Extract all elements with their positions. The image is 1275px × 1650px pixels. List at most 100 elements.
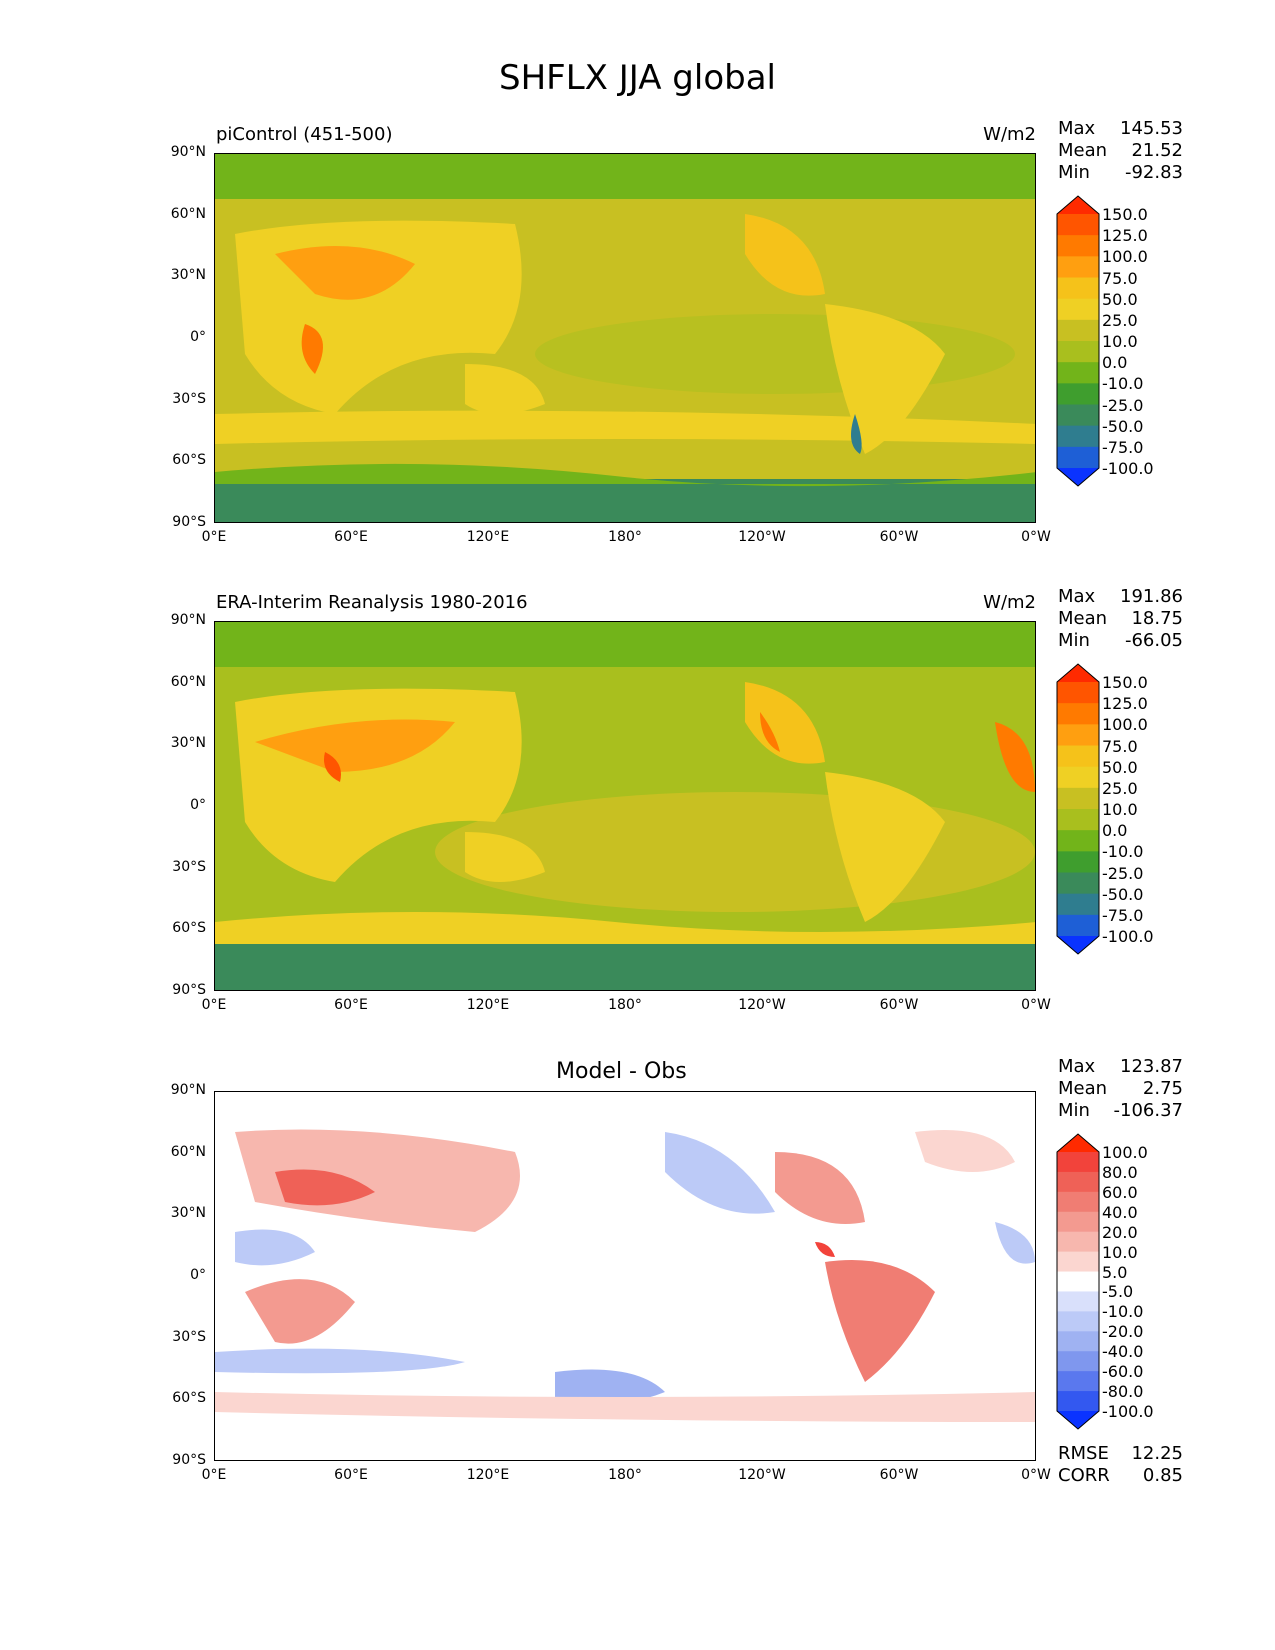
colorbar-segment <box>1057 809 1099 831</box>
panel-3-footer: RMSE 12.25 CORR 0.85 <box>1058 1443 1183 1487</box>
colorbar-tick-label: 125.0 <box>1102 226 1148 246</box>
colorbar-segment <box>1057 703 1099 725</box>
lat-tick-label: 30°N <box>170 1205 206 1222</box>
colorbar-tick-label: -10.0 <box>1102 1302 1144 1322</box>
panel-2-units: W/m2 <box>983 592 1036 613</box>
colorbar-segment <box>1057 682 1099 704</box>
colorbar-segment <box>1057 404 1099 427</box>
stat-mean: 21.52 <box>1131 140 1183 161</box>
lon-tick-label: 120°W <box>738 1467 786 1483</box>
lon-tick-label: 60°E <box>334 1467 368 1483</box>
colorbar-segment <box>1057 1391 1099 1412</box>
colorbar-tick-label: -10.0 <box>1102 374 1144 394</box>
map-picontrol-field <box>215 154 1035 522</box>
map-model-minus-obs <box>214 1091 1036 1461</box>
colorbar-tick-label: 100.0 <box>1102 715 1148 735</box>
colorbar-segment <box>1057 1191 1099 1213</box>
colorbar-tick-label: 25.0 <box>1102 778 1138 798</box>
colorbar-tick-label: 25.0 <box>1102 310 1138 330</box>
lat-tick-label: 90°N <box>170 612 206 628</box>
stat-label: Min <box>1058 1100 1090 1121</box>
stat-min: -106.37 <box>1113 1100 1183 1121</box>
map-model-minus-obs-field <box>215 1092 1035 1460</box>
colorbar-tick-label: -20.0 <box>1102 1322 1144 1342</box>
colorbar-tick-label: -50.0 <box>1102 884 1144 904</box>
panel-2-stats: Max 191.86 Mean 18.75 Min -66.05 <box>1058 586 1183 652</box>
lat-tick-label: 90°N <box>170 144 206 160</box>
colorbar-tick-label: -5.0 <box>1102 1282 1134 1302</box>
stat-mean: 18.75 <box>1131 608 1183 629</box>
lat-tick-label: 60°S <box>172 452 206 469</box>
colorbar-segment <box>1057 1171 1099 1193</box>
rmse-value: 12.25 <box>1131 1443 1183 1464</box>
lon-tick-label: 0°W <box>1021 1467 1051 1483</box>
colorbar-tick-label: 75.0 <box>1102 268 1138 288</box>
lat-tick-label: 60°S <box>172 920 206 937</box>
colorbar-segment <box>1057 745 1099 768</box>
colorbar-extend-min <box>1057 1411 1099 1429</box>
colorbar-tick-label: -25.0 <box>1102 863 1144 883</box>
colorbar-tick-label: -80.0 <box>1102 1382 1144 1402</box>
stat-label: Max <box>1058 586 1096 607</box>
stat-label: Min <box>1058 162 1090 183</box>
lon-tick-label: 60°W <box>879 997 919 1013</box>
colorbar-tick-label: 50.0 <box>1102 757 1138 777</box>
panel-3-stats: Max 123.87 Mean 2.75 Min -106.37 <box>1058 1056 1183 1122</box>
colorbar-tick-label: -10.0 <box>1102 842 1144 862</box>
map-era-interim-field <box>215 622 1035 990</box>
lat-tick-label: 90°S <box>172 982 206 998</box>
stat-max: 191.86 <box>1120 586 1183 607</box>
panel-3-title: Model - Obs <box>556 1059 687 1084</box>
colorbar-segment <box>1057 872 1099 895</box>
lat-tick-label: 90°N <box>170 1082 206 1098</box>
colorbar-segment <box>1057 830 1099 852</box>
colorbar-tick-label: 60.0 <box>1102 1182 1138 1202</box>
panel-1-title: piControl (451-500) <box>216 124 393 145</box>
colorbar-segment <box>1057 383 1099 405</box>
colorbar-segment <box>1057 1291 1099 1312</box>
colorbar-segment <box>1057 1331 1099 1352</box>
panel-1-stats: Max 145.53 Mean 21.52 Min -92.83 <box>1058 118 1183 184</box>
lat-tick-label: 0° <box>190 1267 206 1283</box>
colorbar-segment <box>1057 1251 1099 1273</box>
colorbar-segment <box>1057 1351 1099 1372</box>
colorbar-tick-label: 150.0 <box>1102 205 1148 224</box>
colorbar-segment <box>1057 1152 1099 1173</box>
colorbar-tick-label: -60.0 <box>1102 1362 1144 1382</box>
colorbar-segment <box>1057 362 1099 384</box>
colorbar-tick-label: 50.0 <box>1102 289 1138 309</box>
colorbar <box>1056 1133 1100 1430</box>
colorbar-segment <box>1057 766 1099 789</box>
lat-tick-label: 30°S <box>172 858 206 875</box>
lon-tick-label: 60°E <box>334 997 368 1013</box>
colorbar-tick-label: 20.0 <box>1102 1222 1138 1242</box>
colorbar-tick-label: 0.0 <box>1102 821 1128 841</box>
colorbar-segment <box>1057 1231 1099 1253</box>
colorbar-tick-label: -100.0 <box>1102 927 1154 946</box>
colorbar-segment <box>1057 914 1099 937</box>
colorbar-segment <box>1057 1311 1099 1332</box>
stat-min: -66.05 <box>1124 630 1183 651</box>
stat-mean: 2.75 <box>1142 1078 1183 1099</box>
colorbar-tick-label: 0.0 <box>1102 353 1128 373</box>
colorbar-segment <box>1057 277 1099 300</box>
colorbar-tick-label: 10.0 <box>1102 800 1138 819</box>
lat-tick-label: 30°N <box>170 735 206 752</box>
figure-title: SHFLX JJA global <box>499 58 776 98</box>
colorbar-segment <box>1057 319 1099 342</box>
lon-tick-label: 0°W <box>1021 997 1051 1013</box>
lat-tick-label: 30°N <box>170 267 206 284</box>
colorbar-segment <box>1057 1271 1099 1292</box>
lon-tick-label: 180° <box>608 997 642 1013</box>
colorbar-tick-label: 10.0 <box>1102 1242 1138 1262</box>
colorbar-tick-label: -100.0 <box>1102 1402 1154 1421</box>
colorbar-extend-min <box>1057 468 1099 486</box>
stat-label: Mean <box>1058 140 1108 161</box>
lon-tick-label: 180° <box>608 529 642 545</box>
panel-2-title: ERA-Interim Reanalysis 1980-2016 <box>216 592 528 613</box>
colorbar-tick-label: -75.0 <box>1102 905 1144 925</box>
map-picontrol <box>214 153 1036 523</box>
lat-tick-label: 60°N <box>170 673 206 690</box>
lat-tick-label: 60°N <box>170 1143 206 1160</box>
colorbar-segment <box>1057 724 1099 746</box>
